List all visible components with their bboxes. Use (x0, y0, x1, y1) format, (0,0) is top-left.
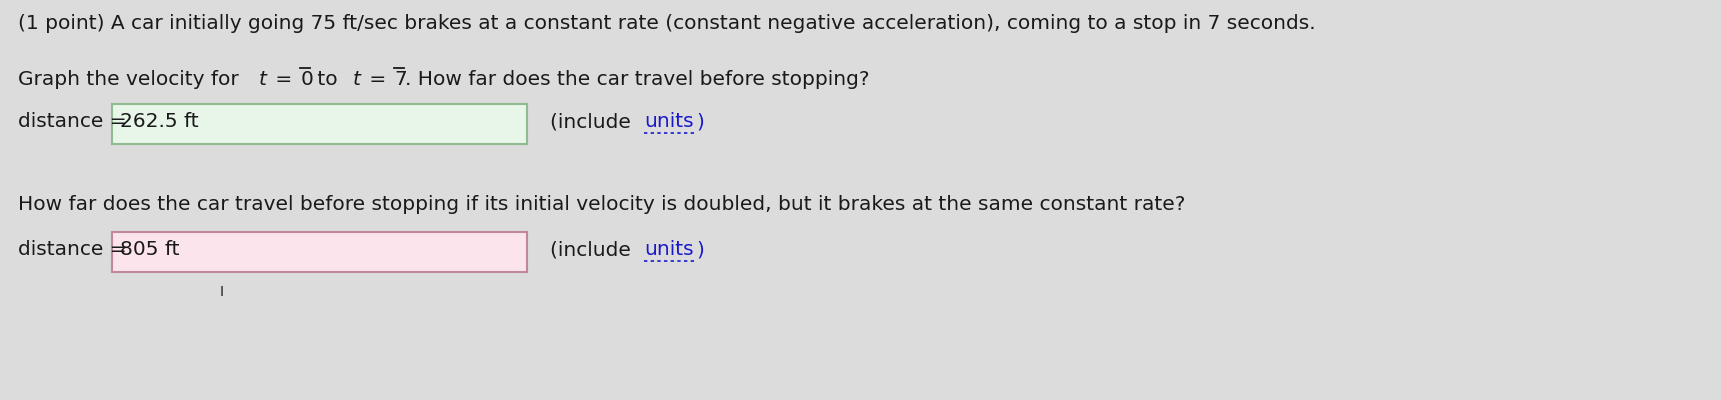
Text: units: units (644, 240, 694, 259)
Text: t: t (258, 70, 267, 89)
Text: distance =: distance = (17, 112, 133, 131)
Text: How far does the car travel before stopping if its initial velocity is doubled, : How far does the car travel before stopp… (17, 195, 1186, 214)
Text: =: = (268, 70, 298, 89)
Text: distance =: distance = (17, 240, 133, 259)
Text: Graph the velocity for: Graph the velocity for (17, 70, 244, 89)
Text: (include: (include (551, 112, 637, 131)
Text: units: units (644, 112, 694, 131)
Text: 805 ft: 805 ft (120, 240, 179, 259)
Text: (1 point) A car initially going 75 ft/sec brakes at a constant rate (constant ne: (1 point) A car initially going 75 ft/se… (17, 14, 1315, 33)
Text: ): ) (697, 240, 704, 259)
Text: =: = (363, 70, 392, 89)
Text: . How far does the car travel before stopping?: . How far does the car travel before sto… (404, 70, 869, 89)
Text: 262.5 ft: 262.5 ft (120, 112, 198, 131)
Text: ): ) (697, 112, 704, 131)
Text: 7: 7 (394, 70, 406, 89)
Text: I: I (220, 285, 224, 299)
Text: to: to (312, 70, 344, 89)
Text: 0: 0 (301, 70, 313, 89)
Text: (include: (include (551, 240, 637, 259)
Text: t: t (353, 70, 361, 89)
